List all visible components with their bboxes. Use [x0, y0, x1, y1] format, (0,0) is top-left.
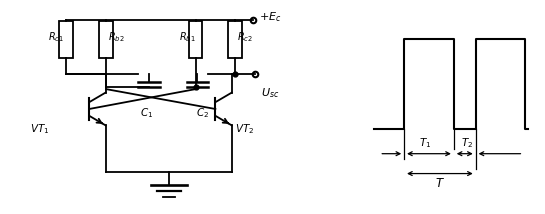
- Text: $C_1$: $C_1$: [140, 106, 154, 120]
- Bar: [189, 21, 202, 58]
- Bar: [99, 21, 113, 58]
- Bar: [59, 21, 73, 58]
- Text: $T_2$: $T_2$: [461, 136, 473, 150]
- Text: $T_1$: $T_1$: [419, 136, 431, 150]
- Text: $VT_2$: $VT_2$: [235, 122, 255, 136]
- Text: $R_{c1}$: $R_{c1}$: [49, 31, 65, 44]
- Text: $R_{b1}$: $R_{b1}$: [179, 31, 195, 44]
- Text: $C_2$: $C_2$: [196, 106, 209, 120]
- Text: $R_{c2}$: $R_{c2}$: [237, 31, 253, 44]
- Text: $T$: $T$: [435, 177, 445, 190]
- Text: $R_{b2}$: $R_{b2}$: [108, 31, 125, 44]
- Text: $U_{sc}$: $U_{sc}$: [261, 86, 280, 100]
- Bar: [228, 21, 242, 58]
- Text: $VT_1$: $VT_1$: [29, 122, 49, 136]
- Text: $+E_c$: $+E_c$: [259, 11, 282, 24]
